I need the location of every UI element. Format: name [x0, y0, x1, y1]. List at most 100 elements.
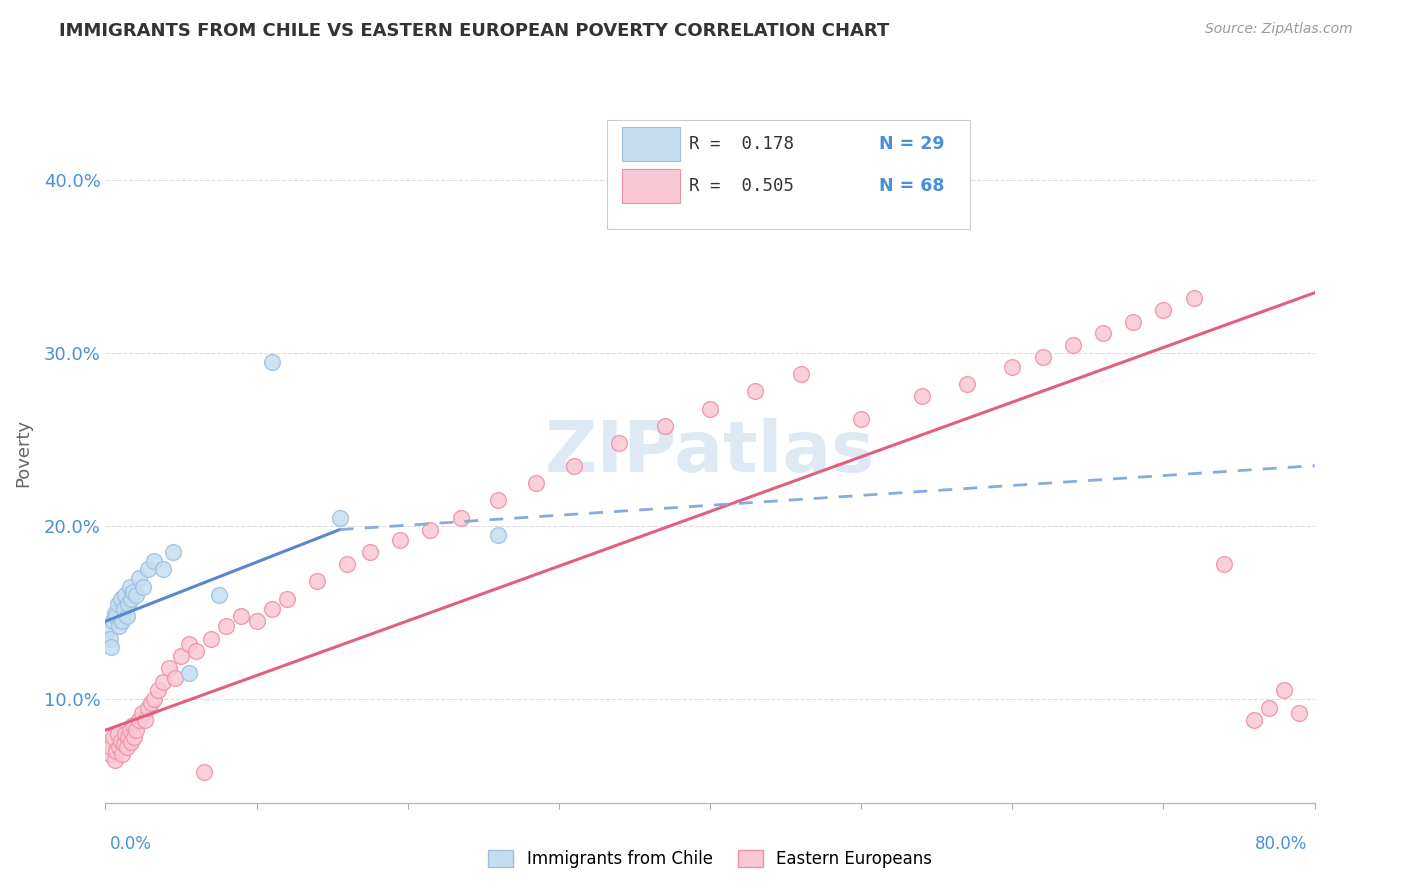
Point: [1122, 315, 1144, 329]
Point: [699, 401, 721, 416]
Point: [307, 574, 329, 589]
Point: [114, 726, 136, 740]
Point: [128, 571, 150, 585]
Point: [1001, 360, 1024, 375]
Point: [1288, 706, 1310, 720]
Point: [329, 510, 352, 524]
Point: [163, 671, 186, 685]
Point: [139, 696, 162, 710]
Point: [177, 666, 200, 681]
Point: [450, 510, 472, 524]
Point: [112, 602, 135, 616]
Point: [122, 730, 145, 744]
Point: [117, 597, 139, 611]
Point: [121, 585, 143, 599]
Point: [562, 458, 585, 473]
Point: [260, 355, 283, 369]
Point: [208, 588, 231, 602]
Text: N = 29: N = 29: [879, 135, 945, 153]
Point: [177, 637, 200, 651]
Point: [136, 562, 159, 576]
Point: [142, 692, 165, 706]
Point: [1153, 303, 1175, 318]
Point: [103, 753, 125, 767]
Point: [115, 740, 138, 755]
Point: [111, 747, 134, 762]
Point: [488, 528, 510, 542]
Point: [134, 713, 156, 727]
Bar: [621, 169, 681, 202]
Point: [1032, 350, 1054, 364]
Point: [105, 744, 128, 758]
Point: [107, 597, 129, 611]
Point: [107, 726, 129, 740]
Text: 80.0%: 80.0%: [1256, 835, 1308, 853]
Point: [654, 418, 676, 433]
Point: [100, 740, 122, 755]
Point: [200, 632, 222, 646]
Text: N = 68: N = 68: [879, 177, 945, 195]
Point: [114, 588, 136, 602]
Point: [359, 545, 381, 559]
Point: [336, 558, 359, 572]
Point: [101, 614, 124, 628]
Point: [186, 643, 208, 657]
Point: [524, 475, 547, 490]
Point: [1243, 713, 1265, 727]
Point: [744, 384, 766, 399]
Point: [105, 609, 128, 624]
Point: [124, 723, 148, 738]
Point: [131, 706, 153, 720]
Y-axis label: Poverty: Poverty: [14, 418, 32, 487]
Point: [98, 747, 121, 762]
Point: [790, 367, 813, 381]
Point: [1182, 291, 1205, 305]
Point: [136, 700, 159, 714]
Point: [956, 377, 979, 392]
Point: [111, 614, 134, 628]
Point: [100, 640, 122, 655]
Point: [108, 740, 131, 755]
Point: [170, 648, 193, 663]
Text: R =  0.178: R = 0.178: [689, 135, 794, 153]
Point: [118, 580, 141, 594]
Point: [419, 523, 441, 537]
Point: [97, 623, 120, 637]
Point: [115, 609, 138, 624]
Point: [152, 674, 174, 689]
Point: [152, 562, 174, 576]
Text: R =  0.505: R = 0.505: [689, 177, 794, 195]
Point: [124, 588, 148, 602]
Point: [260, 602, 283, 616]
Point: [120, 591, 142, 606]
Point: [110, 733, 132, 747]
Point: [276, 591, 298, 606]
Point: [117, 730, 139, 744]
Text: ZIPatlas: ZIPatlas: [546, 418, 875, 487]
Point: [162, 545, 184, 559]
Point: [849, 412, 872, 426]
Text: IMMIGRANTS FROM CHILE VS EASTERN EUROPEAN POVERTY CORRELATION CHART: IMMIGRANTS FROM CHILE VS EASTERN EUROPEA…: [59, 22, 890, 40]
Point: [148, 683, 170, 698]
Point: [1092, 326, 1115, 340]
Text: Source: ZipAtlas.com: Source: ZipAtlas.com: [1205, 22, 1353, 37]
Point: [112, 737, 135, 751]
Point: [128, 713, 150, 727]
Point: [215, 619, 238, 633]
Text: 0.0%: 0.0%: [110, 835, 152, 853]
Point: [101, 730, 124, 744]
Point: [97, 735, 120, 749]
Point: [108, 619, 131, 633]
Point: [1274, 683, 1296, 698]
Point: [389, 533, 412, 547]
Point: [1258, 700, 1281, 714]
Point: [911, 390, 934, 404]
Point: [98, 632, 121, 646]
Point: [142, 554, 165, 568]
Point: [609, 436, 631, 450]
Point: [231, 609, 253, 624]
Point: [246, 614, 269, 628]
FancyBboxPatch shape: [607, 120, 970, 228]
Point: [118, 723, 141, 738]
Point: [193, 764, 215, 779]
